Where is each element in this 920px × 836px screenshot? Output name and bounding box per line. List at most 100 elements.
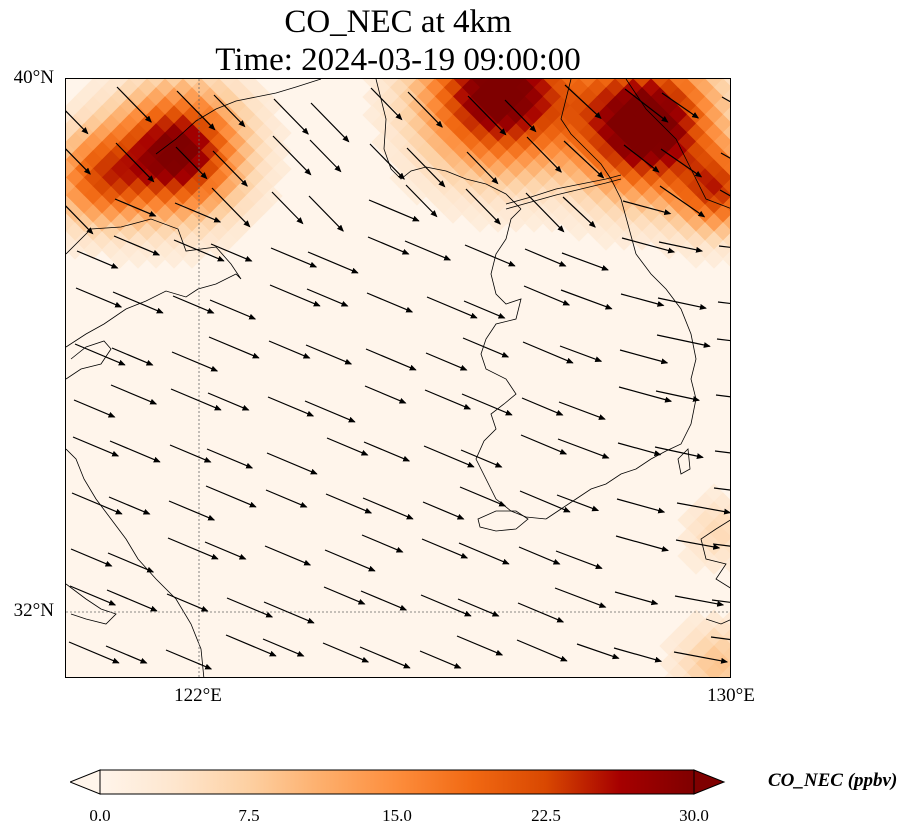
heat-cell [173,186,193,206]
wind-arrow [554,587,607,608]
wind-arrow [69,585,117,606]
wind-arrow [105,645,148,664]
wind-arrow [361,534,404,553]
heat-cell [713,528,730,548]
heat-cell [128,177,148,197]
wind-arrow [74,343,126,366]
wind-arrow [265,489,308,508]
wind-arrow [717,301,730,305]
colorbar-tick-0: 0.0 [89,806,111,825]
heat-cell [182,249,202,269]
wind-arrow [172,295,215,314]
heat-cell [650,177,670,197]
heat-cell [443,204,463,224]
heat-cell [722,107,730,123]
heat-cell [83,150,103,170]
heat-cell [713,168,730,188]
heat-cell [650,159,670,179]
wind-arrow [555,550,603,570]
heat-cell [218,79,238,89]
wind-arrow [325,493,373,514]
wind-arrow [72,436,120,457]
wind-arrow [712,543,730,547]
heat-cell [722,521,730,537]
heat-cell [155,96,175,116]
heat-cell [718,672,728,677]
heat-cell [173,96,193,116]
heat-cell [236,159,256,179]
wind-arrow [310,102,350,143]
wind-arrow [323,586,366,605]
wind-arrow [307,251,359,274]
wind-arrow [116,86,152,123]
wind-vectors [66,84,730,670]
wind-arrow [615,535,669,552]
wind-arrow [576,643,620,660]
heat-cell [623,186,643,206]
heat-cell [66,195,76,215]
wind-arrow [407,91,443,128]
wind-arrow [365,348,417,371]
heat-cell [155,240,175,260]
heat-cell [713,636,730,656]
heat-cell [92,141,112,161]
coastline-shandong [66,340,112,380]
map-plot-area [65,78,731,678]
heat-cell [722,161,730,177]
wind-arrow [70,548,113,567]
wind-arrow [167,537,219,560]
heat-cell [623,150,643,170]
heat-cell [128,141,148,161]
wind-arrow [620,293,665,307]
heat-cell [83,186,103,206]
wind-arrow [467,95,507,136]
heat-cell [668,177,688,197]
wind-arrow [721,96,730,103]
wind-arrow [711,599,730,603]
heat-cell [209,132,229,152]
heat-cell [695,168,715,188]
heat-cell [155,168,175,188]
wind-arrow [423,445,475,468]
heat-cell [668,159,688,179]
heat-cell [677,150,697,170]
wind-arrow [614,591,659,606]
heat-cell [92,177,112,197]
heat-cell [664,672,674,677]
heat-cell [722,611,730,627]
wind-arrow [369,143,405,180]
wind-arrow [524,248,567,267]
wind-arrow [76,250,119,269]
heat-cell [605,79,625,98]
colorbar-extend-min [70,769,101,795]
heat-cell [272,123,292,143]
heat-cell [650,141,670,161]
chart-title-line-1: CO_NEC at 4km [284,4,512,40]
heat-cell [173,150,193,170]
wind-arrow [271,191,304,225]
heat-cell [227,168,247,188]
wind-arrow [719,189,730,197]
wind-arrow [107,552,155,573]
heat-cell [101,79,121,98]
wind-arrow [523,285,571,306]
heat-cell [128,159,148,179]
heat-cell [682,672,692,677]
lat-tick-32n: 32°N [13,600,54,621]
coastline-yangtze [66,583,117,625]
heat-cell [659,168,679,188]
heat-cell [722,557,730,573]
wind-arrow [465,188,501,225]
heat-cell [137,222,157,242]
heat-cell [110,79,130,89]
heat-cell [632,159,652,179]
heat-cell [380,79,400,89]
wind-arrow [166,593,209,612]
heat-cell [164,195,184,215]
heat-cell [614,159,634,179]
heat-cell [128,249,148,269]
wind-arrow [366,292,414,313]
wind-arrow [656,334,711,348]
heat-cell [569,222,589,242]
heat-cell [254,177,274,197]
